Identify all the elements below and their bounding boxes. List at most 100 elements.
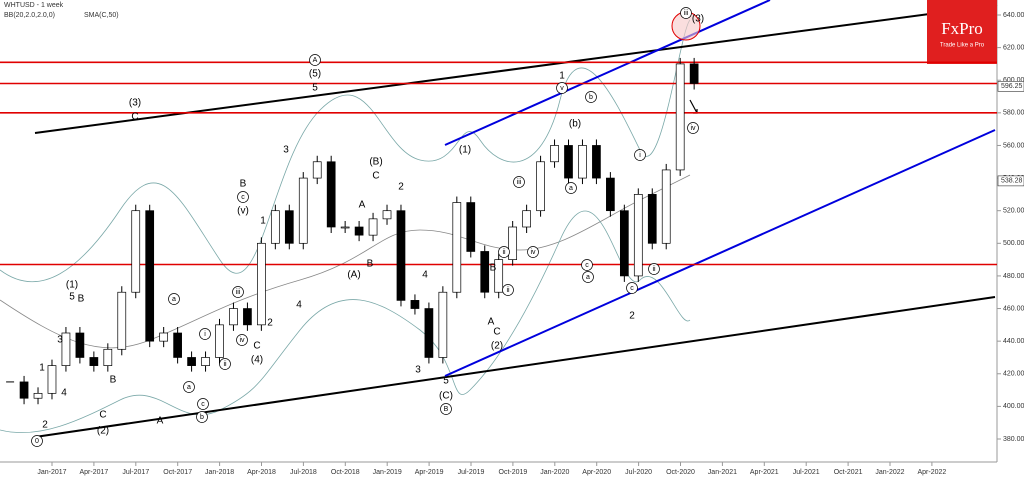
wave-label: 1 bbox=[559, 71, 565, 82]
candle bbox=[410, 300, 420, 309]
candle bbox=[508, 226, 518, 260]
wave-label: ii bbox=[502, 249, 506, 256]
wave-label: a bbox=[586, 274, 590, 281]
wave-circle bbox=[680, 7, 692, 19]
y-tick-label: 560.00 bbox=[1003, 142, 1024, 149]
y-tick-label: 480.00 bbox=[1003, 273, 1024, 280]
wave-label: ii bbox=[506, 287, 510, 294]
wave-label: A bbox=[488, 317, 495, 328]
candle bbox=[466, 202, 476, 252]
candle bbox=[312, 161, 322, 179]
y-tick-label: 440.00 bbox=[1003, 338, 1024, 345]
wave-label: C bbox=[99, 410, 106, 421]
wave-label: (3) bbox=[692, 14, 704, 25]
wave-label: (2) bbox=[97, 426, 109, 437]
y-tick-label: 600.00 bbox=[1003, 77, 1024, 84]
wave-label: C bbox=[131, 112, 138, 123]
candle bbox=[354, 226, 364, 236]
wave-circle bbox=[648, 263, 660, 275]
wave-label: (1) bbox=[66, 280, 78, 291]
candle bbox=[592, 145, 601, 179]
x-tick-label: Jul-2021 bbox=[793, 469, 820, 476]
wave-label: A bbox=[359, 200, 366, 211]
wave-label: a bbox=[187, 384, 191, 391]
wave-label: (3) bbox=[129, 98, 141, 109]
trend-line bbox=[34, 4, 998, 134]
wave-label: i bbox=[204, 331, 206, 338]
wave-circle bbox=[196, 411, 208, 423]
x-tick-label: Oct-2019 bbox=[499, 469, 528, 476]
candle bbox=[340, 226, 350, 229]
wave-label: a bbox=[569, 185, 573, 192]
candle bbox=[284, 210, 294, 244]
wave-label: C bbox=[253, 341, 260, 352]
candle bbox=[229, 308, 238, 326]
wave-label: 4 bbox=[61, 388, 67, 399]
wave-label: B bbox=[240, 179, 247, 190]
candle bbox=[326, 161, 336, 228]
wave-label: (1) bbox=[459, 145, 471, 156]
wave-circle bbox=[502, 284, 514, 296]
x-tick-label: Apr-2021 bbox=[750, 469, 779, 476]
candle bbox=[131, 210, 141, 293]
wave-label: B bbox=[490, 263, 497, 274]
y-tick-label: 580.00 bbox=[1003, 110, 1024, 117]
wave-label: iii bbox=[684, 10, 689, 17]
x-tick-label: Oct-2020 bbox=[666, 469, 695, 476]
wave-circle bbox=[556, 82, 568, 94]
x-tick-label: Jan-2020 bbox=[540, 469, 569, 476]
candle bbox=[270, 210, 280, 244]
candle bbox=[633, 194, 643, 277]
candle bbox=[19, 381, 29, 399]
wave-circle bbox=[183, 381, 195, 393]
logo-box bbox=[927, 0, 997, 64]
candle bbox=[187, 357, 196, 366]
y-tick-label: 460.00 bbox=[1003, 305, 1024, 312]
indicator-label: BB(20,2.0,2.0,0) bbox=[4, 12, 55, 19]
wave-label: v bbox=[560, 85, 564, 92]
wave-label: (A) bbox=[347, 270, 360, 281]
wave-label: iv bbox=[239, 337, 245, 344]
wave-label: c bbox=[241, 194, 245, 201]
candle bbox=[173, 332, 182, 358]
indicator-label: SMA(C,50) bbox=[84, 12, 119, 19]
wave-label: B bbox=[78, 294, 85, 305]
wave-label: i bbox=[639, 152, 641, 159]
candle bbox=[243, 308, 252, 326]
candle bbox=[564, 145, 573, 179]
wave-label: A bbox=[313, 57, 318, 64]
wave-label: B bbox=[367, 259, 374, 270]
logo-tagline: Trade Like a Pro bbox=[940, 43, 985, 49]
candle bbox=[75, 332, 85, 358]
wave-label: c bbox=[630, 285, 634, 292]
wave-circle bbox=[31, 435, 43, 447]
wave-label: A bbox=[157, 416, 164, 427]
wave-label: 5 bbox=[443, 376, 449, 387]
x-tick-label: Apr-2017 bbox=[80, 469, 109, 476]
wave-circle bbox=[219, 358, 231, 370]
x-tick-label: Apr-2020 bbox=[582, 469, 611, 476]
candle bbox=[438, 291, 448, 358]
x-tick-label: Jul-2018 bbox=[290, 469, 317, 476]
x-tick-label: Jan-2022 bbox=[875, 469, 904, 476]
candle bbox=[550, 145, 559, 163]
wave-label: 1 bbox=[39, 363, 45, 374]
wave-circle bbox=[527, 246, 539, 258]
candle bbox=[396, 210, 406, 301]
wave-label: (4) bbox=[251, 355, 263, 366]
wave-circle bbox=[581, 259, 593, 271]
candle bbox=[522, 210, 531, 228]
wave-circle bbox=[626, 282, 638, 294]
candle bbox=[661, 169, 671, 244]
price-marker bbox=[997, 81, 1024, 92]
candle bbox=[424, 308, 434, 358]
wave-circle bbox=[236, 334, 248, 346]
x-tick-label: Oct-2018 bbox=[331, 469, 360, 476]
price-label: 596.25 bbox=[1001, 83, 1023, 90]
logo: FxPro bbox=[941, 19, 983, 38]
candle bbox=[33, 392, 43, 399]
y-tick-label: 620.00 bbox=[1003, 44, 1024, 51]
candle bbox=[480, 251, 490, 293]
wave-label: (v) bbox=[237, 206, 249, 217]
wave-label: (B) bbox=[369, 157, 382, 168]
